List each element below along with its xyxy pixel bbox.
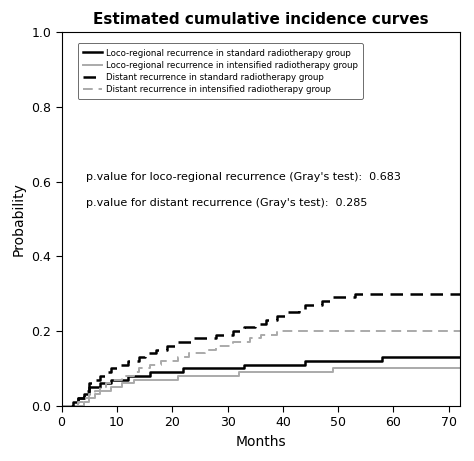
Text: p.value for loco-regional recurrence (Gray's test):  0.683: p.value for loco-regional recurrence (Gr…: [85, 172, 401, 182]
Legend: Loco-regional recurrence in standard radiotherapy group, Loco-regional recurrenc: Loco-regional recurrence in standard rad…: [78, 43, 363, 99]
Title: Estimated cumulative incidence curves: Estimated cumulative incidence curves: [93, 12, 428, 27]
X-axis label: Months: Months: [236, 435, 286, 449]
Y-axis label: Probability: Probability: [12, 182, 26, 256]
Text: p.value for distant recurrence (Gray's test):  0.285: p.value for distant recurrence (Gray's t…: [85, 198, 367, 208]
